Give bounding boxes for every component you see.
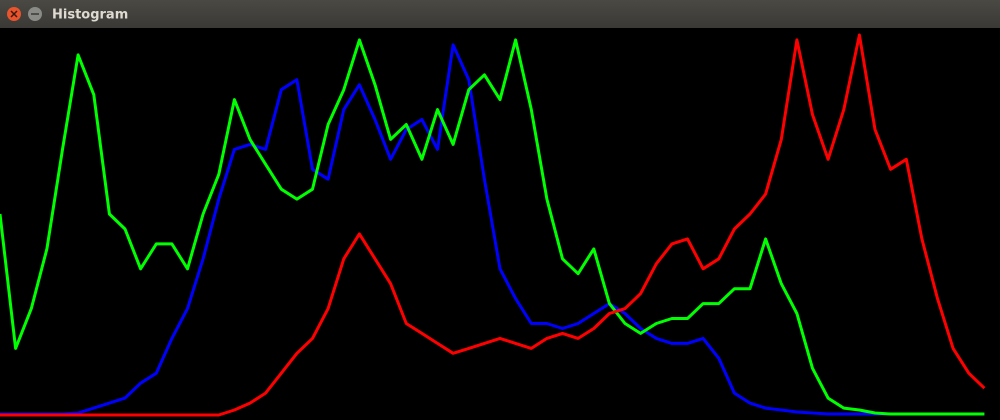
histogram-line bbox=[0, 38, 985, 416]
title-bar bbox=[0, 0, 1000, 28]
histogram-line bbox=[0, 33, 986, 417]
plot-area bbox=[0, 28, 1000, 420]
window-title: Histogram bbox=[52, 8, 128, 23]
close-icon bbox=[10, 10, 18, 18]
histogram-line bbox=[0, 43, 985, 416]
